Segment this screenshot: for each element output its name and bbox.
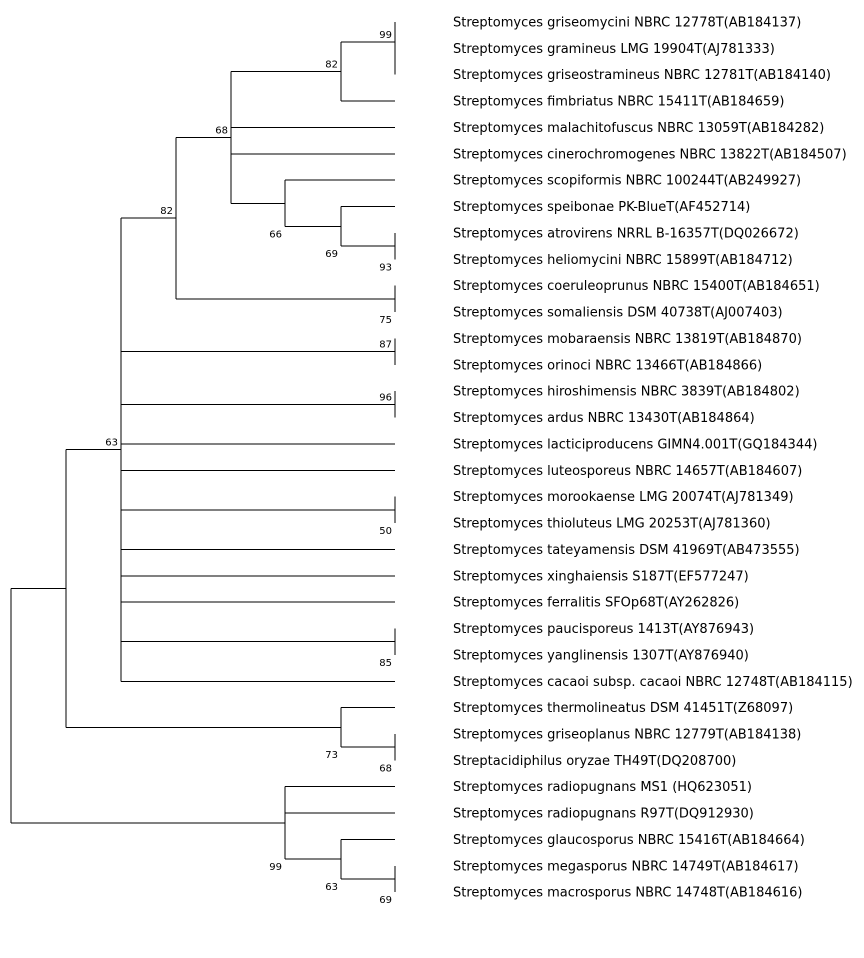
taxon-label: Streptomyces ardus NBRC 13430T(AB184864): [453, 411, 755, 426]
taxon-label: Streptomyces speibonae PK-BlueT(AF452714…: [453, 200, 750, 215]
taxon-label: Streptomyces yanglinensis 1307T(AY876940…: [453, 648, 749, 663]
taxon-label: Streptomyces fimbriatus NBRC 15411T(AB18…: [453, 95, 785, 110]
taxon-label: Streptomyces luteosporeus NBRC 14657T(AB…: [453, 464, 802, 479]
taxon-label: Streptomyces thioluteus LMG 20253T(AJ781…: [453, 517, 771, 532]
taxon-label: Streptomyces xinghaiensis S187T(EF577247…: [453, 569, 749, 584]
taxon-label: Streptomyces radiopugnans R97T(DQ912930): [453, 807, 754, 822]
taxon-label: Streptomyces coeruleoprunus NBRC 15400T(…: [453, 279, 820, 294]
bootstrap-value: 63: [325, 882, 338, 893]
taxon-label: Streptomyces somaliensis DSM 40738T(AJ00…: [453, 306, 783, 321]
bootstrap-value: 99: [269, 862, 282, 873]
taxon-label: Streptomyces griseoplanus NBRC 12779T(AB…: [453, 727, 801, 742]
taxon-label: Streptomyces glaucosporus NBRC 15416T(AB…: [453, 833, 805, 848]
taxon-label: Streptomyces orinoci NBRC 13466T(AB18486…: [453, 358, 762, 373]
taxon-label: Streptomyces malachitofuscus NBRC 13059T…: [453, 121, 824, 136]
bootstrap-value: 66: [269, 229, 282, 240]
bootstrap-value: 68: [379, 763, 392, 774]
bootstrap-value: 75: [379, 315, 392, 326]
taxon-label: Streptomyces scopiformis NBRC 100244T(AB…: [453, 174, 801, 189]
taxon-label: Streptomyces griseomycini NBRC 12778T(AB…: [453, 16, 801, 31]
bootstrap-value: 82: [325, 59, 338, 70]
taxon-label: Streptomyces griseostramineus NBRC 12781…: [453, 68, 831, 83]
taxon-label: Streptomyces morookaense LMG 20074T(AJ78…: [453, 490, 794, 505]
tree-branches: [10, 22, 396, 893]
bootstrap-values: 99 82 68 66 69 93 75 82 87 96 50 85 63 68 73 69 63 99: [105, 30, 392, 906]
bootstrap-value: 96: [379, 392, 392, 403]
bootstrap-value: 69: [325, 249, 338, 260]
taxon-label: Streptomyces gramineus LMG 19904T(AJ7813…: [453, 42, 775, 57]
taxon-label: Streptomyces cacaoi subsp. cacaoi NBRC 1…: [453, 675, 853, 690]
taxon-label: Streptomyces paucisporeus 1413T(AY876943…: [453, 622, 754, 637]
bootstrap-value: 85: [379, 658, 392, 669]
taxon-label: Streptomyces cinerochromogenes NBRC 1382…: [453, 147, 847, 162]
bootstrap-value: 69: [379, 895, 392, 906]
bootstrap-value: 63: [105, 438, 118, 449]
bootstrap-value: 99: [379, 30, 392, 41]
taxon-label: Streptomyces ferralitis SFOp68T(AY262826…: [453, 596, 739, 611]
bootstrap-value: 68: [215, 125, 228, 136]
taxon-label: Streptomyces tateyamensis DSM 41969T(AB4…: [453, 543, 800, 558]
taxon-label: Streptomyces lacticiproducens GIMN4.001T…: [453, 437, 817, 452]
taxon-label: Streptomyces megasporus NBRC 14749T(AB18…: [453, 859, 799, 874]
bootstrap-value: 73: [325, 750, 338, 761]
taxon-label: Streptomyces macrosporus NBRC 14748T(AB1…: [453, 886, 803, 901]
taxon-label: Streptomyces hiroshimensis NBRC 3839T(AB…: [453, 385, 800, 400]
taxon-label: Streptacidiphilus oryzae TH49T(DQ208700): [453, 754, 736, 769]
taxon-label: Streptomyces radiopugnans MS1 (HQ623051): [453, 780, 752, 795]
taxon-label: Streptomyces mobaraensis NBRC 13819T(AB1…: [453, 332, 802, 347]
bootstrap-value: 50: [379, 526, 392, 537]
taxon-label: Streptomyces atrovirens NRRL B-16357T(DQ…: [453, 226, 799, 241]
taxon-label: Streptomyces thermolineatus DSM 41451T(Z…: [453, 701, 793, 716]
bootstrap-value: 87: [379, 340, 392, 351]
taxon-label: Streptomyces heliomycini NBRC 15899T(AB1…: [453, 253, 793, 268]
bootstrap-value: 82: [160, 206, 173, 217]
taxon-labels: Streptomyces griseomycini NBRC 12778T(AB…: [453, 16, 853, 901]
bootstrap-value: 93: [379, 262, 392, 273]
